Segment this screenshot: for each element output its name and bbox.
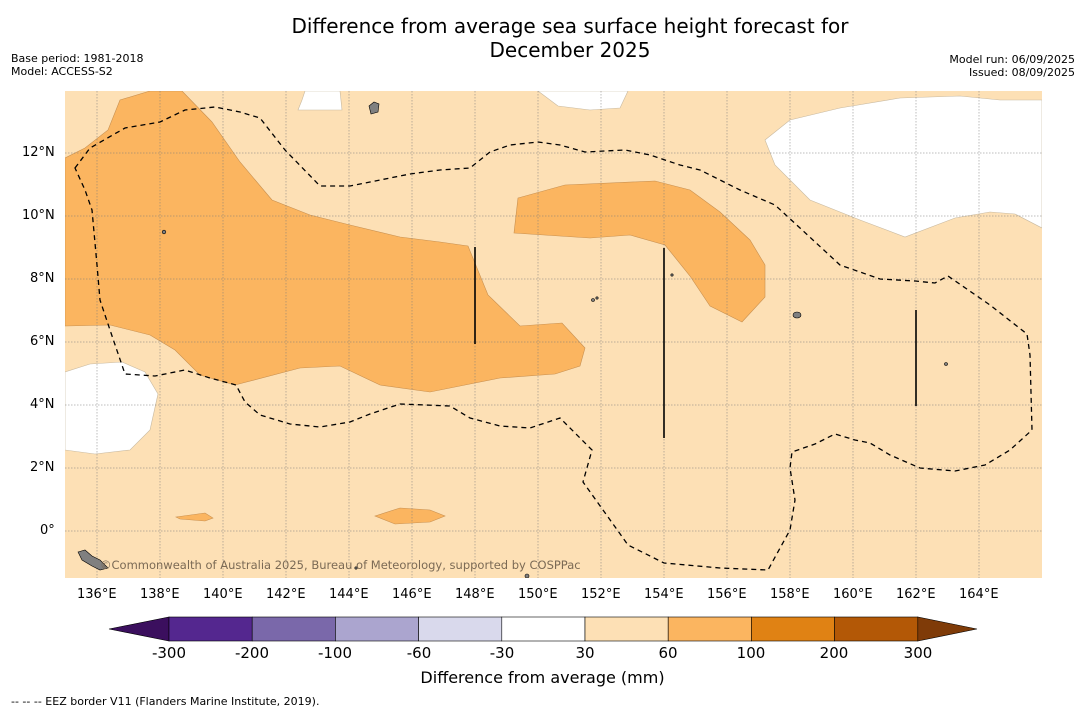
island-markers xyxy=(77,101,948,578)
colorbar-label: 300 xyxy=(903,644,933,662)
lon-tick-label: 154°E xyxy=(644,587,684,602)
lon-tick-label: 158°E xyxy=(770,587,810,602)
colorbar-label: 60 xyxy=(658,644,678,662)
near-average-area xyxy=(537,91,629,111)
lon-tick-label: 160°E xyxy=(833,587,873,602)
colorbar-label: 100 xyxy=(736,644,766,662)
issued-date: Issued: 08/09/2025 xyxy=(968,66,1075,79)
colorbar-swatch xyxy=(834,616,919,642)
lat-tick-label: 0° xyxy=(40,523,55,538)
attribution-text: ©Commonwealth of Australia 2025, Bureau … xyxy=(100,558,581,572)
lon-tick-label: 162°E xyxy=(896,587,936,602)
eez-segment xyxy=(474,247,917,438)
colorbar-label: -200 xyxy=(234,644,270,662)
colorbar-extend-low xyxy=(108,616,170,642)
lon-tick-label: 144°E xyxy=(329,587,369,602)
lat-tick-label: 6°N xyxy=(30,334,55,349)
colorbar-swatch xyxy=(335,616,419,642)
map-title: Difference from average sea surface heig… xyxy=(220,14,920,62)
lat-tick-label: 12°N xyxy=(22,145,55,160)
map-area xyxy=(65,91,1042,578)
eez-border xyxy=(74,106,1033,571)
lon-tick-label: 148°E xyxy=(455,587,495,602)
colorbar-swatch xyxy=(751,616,835,642)
colorbar-label: -100 xyxy=(317,644,353,662)
anomaly-medium-fill xyxy=(374,507,446,525)
lon-tick-label: 140°E xyxy=(203,587,243,602)
near-average-area xyxy=(764,95,1042,238)
colorbar-swatch xyxy=(584,616,669,642)
lat-tick-label: 8°N xyxy=(30,271,55,286)
lon-tick-label: 164°E xyxy=(959,587,999,602)
near-average-area xyxy=(65,361,159,455)
near-average-area xyxy=(297,91,343,111)
meta-right: Model run: 06/09/2025 Issued: 08/09/2025 xyxy=(949,53,1075,79)
colorbar-label: -60 xyxy=(406,644,432,662)
base-period: Base period: 1981-2018 xyxy=(11,52,144,65)
anomaly-medium-fill xyxy=(65,91,586,393)
colorbar xyxy=(108,616,978,642)
colorbar-label: 200 xyxy=(819,644,849,662)
colorbar-label: -30 xyxy=(489,644,515,662)
lat-tick-label: 10°N xyxy=(22,208,55,223)
colorbar-swatch xyxy=(251,616,336,642)
title-line-1: Difference from average sea surface heig… xyxy=(291,14,849,38)
lon-tick-label: 146°E xyxy=(392,587,432,602)
lon-tick-label: 156°E xyxy=(707,587,747,602)
eez-footnote: -- -- -- EEZ border V11 (Flanders Marine… xyxy=(11,695,320,708)
model-name: Model: ACCESS-S2 xyxy=(11,65,113,78)
lon-tick-label: 142°E xyxy=(266,587,306,602)
colorbar-label: 30 xyxy=(575,644,595,662)
title-line-2: December 2025 xyxy=(489,38,651,62)
colorbar-extend-high xyxy=(917,616,978,642)
meta-left: Base period: 1981-2018 Model: ACCESS-S2 xyxy=(11,52,143,78)
colorbar-swatch xyxy=(418,616,503,642)
model-run: Model run: 06/09/2025 xyxy=(949,53,1075,66)
colorbar-title: Difference from average (mm) xyxy=(420,668,665,687)
lon-tick-label: 138°E xyxy=(140,587,180,602)
lon-tick-label: 152°E xyxy=(581,587,621,602)
lon-tick-label: 150°E xyxy=(518,587,558,602)
lon-tick-label: 136°E xyxy=(77,587,117,602)
lat-tick-label: 4°N xyxy=(30,397,55,412)
anomaly-medium-fill xyxy=(174,512,214,522)
lat-tick-label: 2°N xyxy=(30,460,55,475)
colorbar-swatch xyxy=(168,616,253,642)
colorbar-swatch xyxy=(501,616,586,642)
colorbar-swatch xyxy=(667,616,752,642)
colorbar-label: -300 xyxy=(151,644,187,662)
